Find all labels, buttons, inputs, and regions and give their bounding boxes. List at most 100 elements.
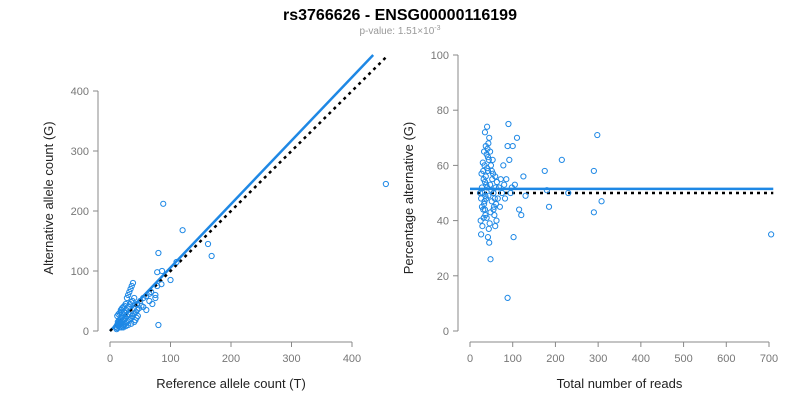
data-point bbox=[131, 294, 138, 302]
data-point bbox=[485, 192, 492, 199]
data-point bbox=[479, 223, 486, 230]
data-point bbox=[116, 324, 123, 331]
data-point bbox=[485, 225, 492, 232]
x-tick-label: 300 bbox=[282, 353, 300, 365]
data-point bbox=[122, 300, 129, 308]
x-tick-label: 400 bbox=[343, 353, 361, 365]
data-point bbox=[505, 120, 512, 128]
data-point bbox=[155, 249, 162, 257]
data-point bbox=[486, 220, 493, 227]
chart-subtitle: p-value: 1.51×10-3 bbox=[359, 25, 440, 37]
data-point bbox=[128, 320, 135, 327]
data-point bbox=[208, 252, 215, 260]
data-point bbox=[487, 256, 494, 263]
data-point bbox=[482, 142, 489, 150]
data-point bbox=[120, 308, 128, 315]
data-point bbox=[497, 176, 504, 183]
data-point bbox=[522, 192, 529, 199]
x-tick-label: 200 bbox=[546, 353, 564, 365]
x-tick-label: 200 bbox=[222, 353, 240, 365]
data-point bbox=[590, 209, 597, 216]
y-tick-label: 300 bbox=[71, 146, 89, 158]
data-point bbox=[140, 294, 147, 302]
data-point bbox=[509, 142, 516, 150]
data-point bbox=[167, 276, 174, 284]
data-point bbox=[511, 181, 518, 188]
data-point bbox=[480, 167, 487, 175]
data-point bbox=[594, 131, 601, 139]
data-point bbox=[113, 326, 120, 333]
data-point bbox=[480, 148, 488, 155]
x-axis-label: Reference allele count (T) bbox=[156, 376, 306, 391]
data-point bbox=[158, 281, 165, 288]
data-point bbox=[482, 173, 489, 180]
data-point bbox=[482, 192, 489, 199]
data-point bbox=[382, 180, 389, 188]
data-point bbox=[486, 181, 494, 188]
data-point bbox=[120, 324, 127, 331]
data-point bbox=[501, 195, 509, 202]
data-point bbox=[478, 231, 485, 238]
data-point bbox=[122, 309, 129, 317]
data-point bbox=[558, 156, 565, 163]
data-point bbox=[134, 312, 141, 320]
data-point bbox=[518, 211, 525, 219]
data-point bbox=[138, 302, 145, 309]
y-tick-label: 20 bbox=[437, 271, 449, 283]
data-point bbox=[128, 282, 135, 290]
data-point bbox=[541, 167, 548, 175]
subtitle-prefix: p-value: 1.51×10 bbox=[359, 26, 434, 37]
y-axis-label: Percentage alternative (G) bbox=[401, 122, 416, 274]
data-point bbox=[484, 234, 492, 241]
left-scatter-panel: 0 100 200 300 400 0 100 200 300 400 Reference alle… bbox=[41, 54, 390, 391]
data-point bbox=[492, 184, 499, 191]
data-point bbox=[768, 231, 775, 238]
data-point bbox=[494, 195, 501, 202]
data-point bbox=[504, 142, 511, 150]
data-point bbox=[492, 223, 499, 230]
x-tick-label: 500 bbox=[674, 353, 692, 365]
data-point bbox=[480, 214, 487, 221]
data-point bbox=[498, 189, 506, 197]
y-tick-label: 80 bbox=[437, 105, 449, 117]
data-point bbox=[479, 159, 486, 166]
data-point bbox=[483, 214, 490, 221]
data-point bbox=[496, 203, 503, 210]
data-point bbox=[123, 294, 131, 302]
y-tick-label: 100 bbox=[71, 266, 89, 278]
data-point bbox=[127, 285, 134, 293]
data-point bbox=[504, 294, 511, 301]
data-point bbox=[115, 320, 122, 327]
data-point bbox=[146, 290, 153, 297]
data-point bbox=[516, 206, 523, 213]
data-point bbox=[129, 297, 136, 305]
data-point bbox=[126, 288, 133, 296]
data-point bbox=[478, 184, 486, 191]
y-tick-label: 0 bbox=[83, 326, 89, 338]
data-point bbox=[501, 181, 508, 188]
x-tick-label: 300 bbox=[589, 353, 607, 365]
y-tick-label: 200 bbox=[71, 206, 89, 218]
data-point bbox=[149, 300, 156, 308]
x-axis-label: Total number of reads bbox=[557, 376, 683, 391]
data-point bbox=[478, 195, 485, 202]
y-axis-label: Alternative allele count (G) bbox=[41, 121, 56, 274]
data-point bbox=[507, 189, 514, 197]
data-point bbox=[129, 279, 137, 287]
data-point bbox=[486, 239, 493, 246]
fit-line bbox=[109, 54, 375, 332]
x-tick-label: 600 bbox=[717, 353, 735, 365]
data-point bbox=[128, 299, 135, 306]
x-tick-label: 100 bbox=[161, 353, 179, 365]
data-point bbox=[489, 156, 496, 163]
y-tick-label: 40 bbox=[437, 216, 449, 228]
chart-title: rs3766626 - ENSG00000116199 bbox=[283, 7, 517, 24]
data-point bbox=[155, 321, 162, 329]
data-point bbox=[483, 123, 491, 130]
y-tick-label: 100 bbox=[431, 50, 449, 62]
data-point bbox=[486, 134, 493, 141]
data-point bbox=[117, 308, 124, 315]
data-point bbox=[152, 291, 159, 299]
